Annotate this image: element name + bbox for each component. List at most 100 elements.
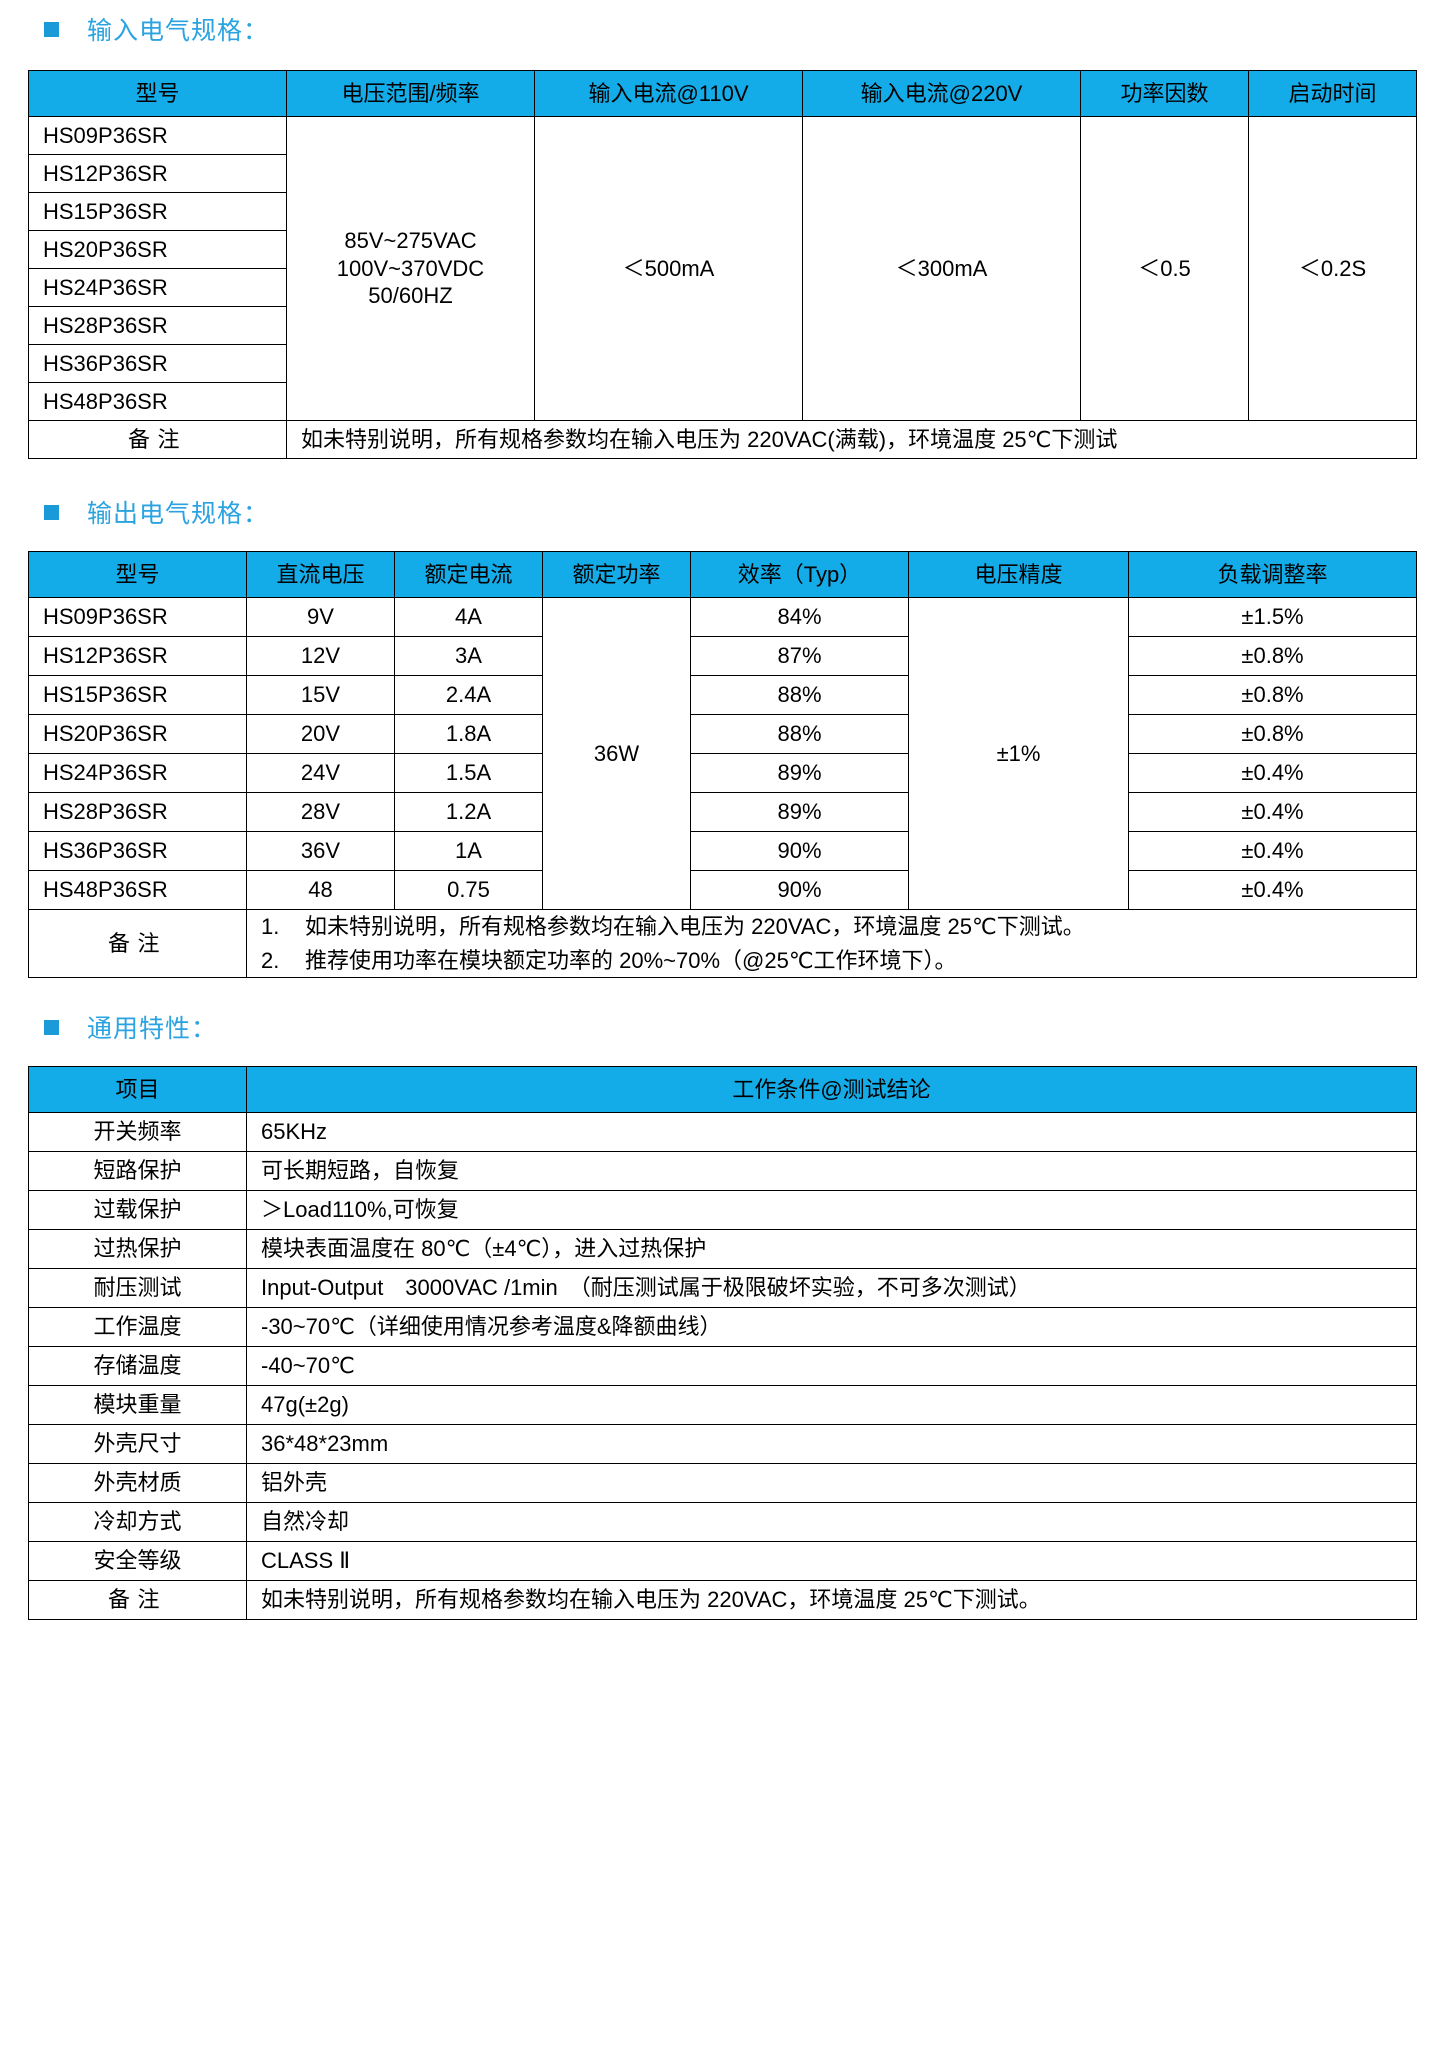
rated-current-cell: 4A [394,597,543,637]
item-value: Input-Output 3000VAC /1min （耐压测试属于极限破坏实验… [246,1268,1417,1308]
table-row: HS09P36SR 9V 4A 36W 84% ±1% ±1.5% [28,597,1417,910]
item-value: 自然冷却 [246,1502,1417,1542]
efficiency-cell: 84% [690,597,909,637]
rated-current-cell: 1A [394,831,543,871]
model-cell: HS20P36SR [28,230,287,269]
col-header-item: 项目 [28,1066,247,1113]
section-heading-input: 输入电气规格： [28,6,1416,52]
dc-voltage-cell: 15V [246,675,395,715]
rated-current-cell: 3A [394,636,543,676]
efficiency-cell: 90% [690,831,909,871]
table-row: 冷却方式 自然冷却 [28,1502,1417,1542]
load-regulation-cell: ±0.4% [1128,831,1417,871]
dc-voltage-cell: 28V [246,792,395,832]
input-current-220v-cell: ＜300mA [802,116,1081,421]
item-value: 36*48*23mm [246,1424,1417,1464]
table-row: 过载保护 ＞Load110%,可恢复 [28,1190,1417,1230]
col-header-rated-power: 额定功率 [542,551,691,598]
section-title-output: 输出电气规格： [87,500,270,528]
item-value: ＞Load110%,可恢复 [246,1190,1417,1230]
remark-line-2-number: 2. [261,947,280,973]
col-header-model: 型号 [28,70,287,117]
remark-line-2: 2. 推荐使用功率在模块额定功率的 20%~70%（@25℃工作环境下）。 [261,944,1408,978]
remark-line-2-text: 推荐使用功率在模块额定功率的 20%~70%（@25℃工作环境下）。 [305,947,957,973]
square-bullet-icon [44,21,59,37]
item-value: -40~70℃ [246,1346,1417,1386]
table-row: HS20P36SR 20V 1.8A 88% ±0.8% [28,714,1417,754]
load-regulation-cell: ±0.4% [1128,870,1417,910]
item-label: 过载保护 [28,1190,247,1230]
col-header-model: 型号 [28,551,247,598]
col-header-power-factor: 功率因数 [1080,70,1249,117]
model-cell: HS24P36SR [28,753,247,793]
remark-text: 如未特别说明，所有规格参数均在输入电压为 220VAC(满载)，环境温度 25℃… [286,420,1417,459]
remark-row: 备注 如未特别说明，所有规格参数均在输入电压为 220VAC，环境温度 25℃下… [28,1580,1417,1620]
rated-power-cell: 36W [542,597,691,910]
model-cell: HS12P36SR [28,636,247,676]
table-header-row: 型号 电压范围/频率 输入电流@110V 输入电流@220V 功率因数 启动时间 [28,70,1417,117]
remark-text: 如未特别说明，所有规格参数均在输入电压为 220VAC，环境温度 25℃下测试。 [246,1580,1417,1620]
item-label: 耐压测试 [28,1268,247,1308]
load-regulation-cell: ±0.8% [1128,675,1417,715]
table-header-row: 型号 直流电压 额定电流 额定功率 效率（Typ） 电压精度 负载调整率 [28,551,1417,598]
remark-text: 1. 如未特别说明，所有规格参数均在输入电压为 220VAC，环境温度 25℃下测… [246,909,1417,978]
load-regulation-cell: ±0.4% [1128,753,1417,793]
item-label: 外壳材质 [28,1463,247,1503]
table-row: HS20P36SR [28,230,1417,269]
col-header-startup-time: 启动时间 [1248,70,1417,117]
item-label: 短路保护 [28,1151,247,1191]
efficiency-cell: 87% [690,636,909,676]
rated-current-cell: 0.75 [394,870,543,910]
table-row: HS12P36SR [28,154,1417,193]
section-heading-output: 输出电气规格： [28,489,1416,535]
table-row: HS48P36SR 48 0.75 90% ±0.4% [28,870,1417,910]
voltage-range-line-1: 85V~275VAC [344,228,477,254]
item-label: 冷却方式 [28,1502,247,1542]
load-regulation-cell: ±1.5% [1128,597,1417,637]
rated-current-cell: 1.2A [394,792,543,832]
col-header-input-current-110v: 输入电流@110V [534,70,803,117]
table-row: 耐压测试 Input-Output 3000VAC /1min （耐压测试属于极… [28,1268,1417,1308]
load-regulation-cell: ±0.8% [1128,714,1417,754]
model-cell: HS12P36SR [28,154,287,193]
table-row: 模块重量 47g(±2g) [28,1385,1417,1425]
item-label: 工作温度 [28,1307,247,1347]
item-value: -30~70℃（详细使用情况参考温度&降额曲线） [246,1307,1417,1347]
table-row: HS12P36SR 12V 3A 87% ±0.8% [28,636,1417,676]
remark-label: 备注 [28,420,287,459]
table-row: HS09P36SR 85V~275VAC 100V~370VDC 50/60HZ… [28,116,1417,421]
table-row: 短路保护 可长期短路，自恢复 [28,1151,1417,1191]
remark-line-1-text: 如未特别说明，所有规格参数均在输入电压为 220VAC，环境温度 25℃下测试。 [305,914,1085,939]
col-header-efficiency: 效率（Typ） [690,551,909,598]
item-label: 开关频率 [28,1112,247,1152]
remark-label: 备注 [28,909,247,978]
item-label: 存储温度 [28,1346,247,1386]
remark-line-1: 1. 如未特别说明，所有规格参数均在输入电压为 220VAC，环境温度 25℃下测… [261,910,1408,944]
voltage-range-line-3: 50/60HZ [368,283,453,309]
model-cell: HS36P36SR [28,831,247,871]
efficiency-cell: 89% [690,792,909,832]
efficiency-cell: 89% [690,753,909,793]
datasheet-page: 输入电气规格： 型号 电压范围/频率 输入电流@110V 输入电流@220V 功… [0,6,1444,2068]
col-header-rated-current: 额定电流 [394,551,543,598]
model-cell: HS28P36SR [28,306,287,345]
table-row: 过热保护 模块表面温度在 80℃（±4℃），进入过热保护 [28,1229,1417,1269]
model-cell: HS36P36SR [28,344,287,383]
voltage-accuracy-cell: ±1% [908,597,1129,910]
item-value: CLASS Ⅱ [246,1541,1417,1581]
output-electrical-spec-table: 型号 直流电压 额定电流 额定功率 效率（Typ） 电压精度 负载调整率 HS0… [28,551,1417,978]
power-factor-cell: ＜0.5 [1080,116,1249,421]
table-row: 安全等级 CLASS Ⅱ [28,1541,1417,1581]
model-cell: HS24P36SR [28,268,287,307]
general-characteristics-table: 项目 工作条件@测试结论 开关频率 65KHz 短路保护 可长期短路，自恢复 过… [28,1066,1417,1620]
efficiency-cell: 88% [690,714,909,754]
model-cell: HS28P36SR [28,792,247,832]
table-row: HS24P36SR 24V 1.5A 89% ±0.4% [28,753,1417,793]
dc-voltage-cell: 36V [246,831,395,871]
rated-current-cell: 1.5A [394,753,543,793]
item-value: 铝外壳 [246,1463,1417,1503]
model-cell: HS48P36SR [28,382,287,421]
item-value: 可长期短路，自恢复 [246,1151,1417,1191]
voltage-range-line-2: 100V~370VDC [336,255,485,281]
remark-line-1-number: 1. [261,914,280,939]
